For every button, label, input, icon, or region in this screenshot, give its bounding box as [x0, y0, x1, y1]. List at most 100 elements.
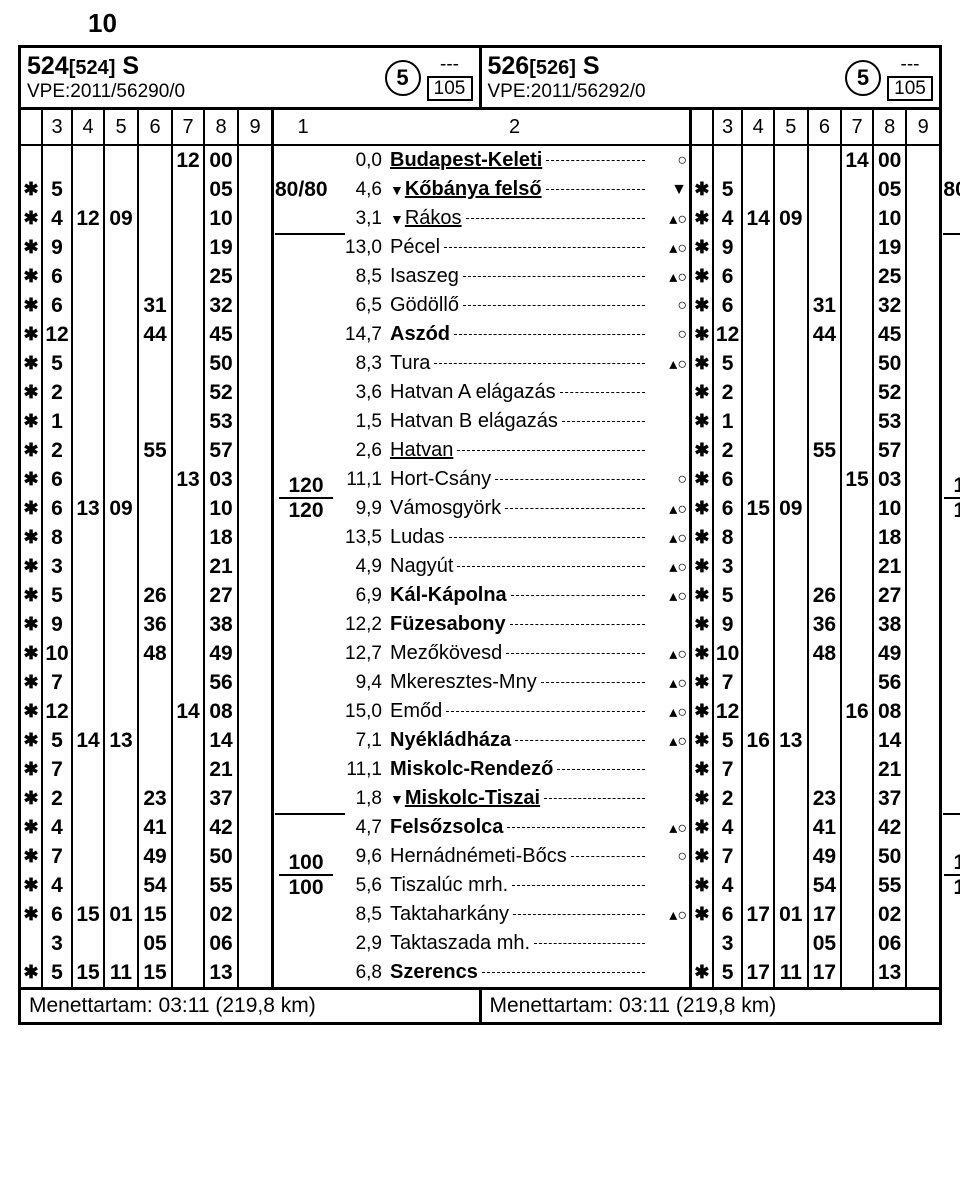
station-symbol: ▴○ — [649, 557, 689, 577]
time-cell: 4 — [43, 204, 71, 233]
col-head: 8 — [874, 110, 906, 146]
asterisk: ✱ — [692, 378, 712, 407]
time-cell: 3 — [714, 552, 742, 581]
station-row: 4,9Nagyút▴○ — [274, 552, 689, 581]
station-row: 7,1Nyékládháza▴○ — [274, 726, 689, 755]
asterisk: ✱ — [21, 726, 41, 755]
station-row: 3,6Hatvan A elágazás — [274, 378, 689, 407]
speed-annot: 120120 — [944, 474, 960, 522]
time-cell: 13 — [173, 465, 203, 494]
time-cell: 7 — [43, 668, 71, 697]
time-cell: 02 — [205, 900, 237, 929]
station-row: 6,5Gödöllő○ — [274, 291, 689, 320]
station-name: Mezőkövesd — [388, 642, 649, 665]
time-cell: 14 — [205, 726, 237, 755]
station-row: 3,1▼Rákos▴○ — [274, 204, 689, 233]
time-cell: 45 — [874, 320, 906, 349]
time-cell: 3 — [714, 929, 742, 958]
time-cell: 23 — [139, 784, 171, 813]
asterisk: ✱ — [692, 494, 712, 523]
page-number: 10 — [88, 8, 942, 39]
time-cell: 05 — [205, 175, 237, 204]
station-symbol: ▴○ — [649, 209, 689, 229]
station-name: Hernádnémeti-Bőcs — [388, 845, 649, 868]
km-cell: 3,1 — [332, 208, 388, 230]
station-name: ▼Kőbánya felső — [388, 178, 649, 201]
time-cell: 7 — [43, 842, 71, 871]
side-right: ✱✱✱✱✱✱✱✱✱✱✱✱✱✱✱✱✱✱✱✱✱✱✱✱✱✱✱3549661252126… — [689, 110, 939, 987]
time-cell: 32 — [205, 291, 237, 320]
asterisk: ✱ — [21, 204, 41, 233]
asterisk: ✱ — [21, 349, 41, 378]
asterisk: ✱ — [21, 378, 41, 407]
center-head-2: 2 — [338, 110, 689, 144]
time-cell: 2 — [714, 378, 742, 407]
station-name: Tiszalúc mrh. — [388, 874, 649, 897]
station-symbol: ○ — [649, 471, 689, 489]
time-cell: 26 — [139, 581, 171, 610]
time-cell: 02 — [874, 900, 906, 929]
footer-right: Menettartam: 03:11 (219,8 km) — [479, 990, 940, 1022]
station-name: Gödöllő — [388, 294, 649, 317]
time-cell: 9 — [714, 233, 742, 262]
time-cell: 9 — [43, 233, 71, 262]
time-cell: 23 — [809, 784, 841, 813]
time-cell: 16 — [842, 697, 872, 726]
station-row: 8,5Taktaharkány▴○ — [274, 900, 689, 929]
asterisk: ✱ — [692, 581, 712, 610]
time-cell: 4 — [714, 871, 742, 900]
station-symbol: ▴○ — [649, 702, 689, 722]
center: 1 2 0,0Budapest-Keleti○4,6▼Kőbánya felső… — [271, 110, 689, 987]
time-cell: 5 — [43, 726, 71, 755]
time-cell: 14 — [73, 726, 103, 755]
station-symbol: ○ — [649, 297, 689, 315]
station-name: Emőd — [388, 700, 649, 723]
asterisk: ✱ — [692, 291, 712, 320]
time-cell: 2 — [43, 784, 71, 813]
km-cell: 6,9 — [332, 585, 388, 607]
station-name: Vámosgyörk — [388, 497, 649, 520]
station-row: 9,6Hernádnémeti-Bőcs○ — [274, 842, 689, 871]
station-row: 5,6Tiszalúc mrh. — [274, 871, 689, 900]
time-cell: 42 — [874, 813, 906, 842]
header-right: 526[526] S VPE:2011/56292/0 5 --- 105 — [479, 48, 940, 107]
time-cell: 05 — [874, 175, 906, 204]
station-name: Nagyút — [388, 555, 649, 578]
time-cell: 17 — [743, 958, 773, 987]
time-cell: 6 — [714, 465, 742, 494]
time-cell: 08 — [205, 697, 237, 726]
time-cell: 19 — [205, 233, 237, 262]
station-row: 9,9Vámosgyörk▴○ — [274, 494, 689, 523]
time-cell: 5 — [714, 958, 742, 987]
time-cell: 31 — [809, 291, 841, 320]
vpe: VPE:2011/56292/0 — [488, 81, 840, 103]
station-symbol: ▼ — [649, 181, 689, 199]
time-cell: 21 — [205, 552, 237, 581]
station-symbol: ○ — [649, 848, 689, 866]
km-cell: 4,6 — [332, 179, 388, 201]
col-head: 6 — [809, 110, 841, 146]
time-cell: 4 — [43, 813, 71, 842]
station-row: 4,6▼Kőbánya felső▼ — [274, 175, 689, 204]
time-cell: 2 — [714, 784, 742, 813]
time-cell: 13 — [73, 494, 103, 523]
station-name: Tura — [388, 352, 649, 375]
station-row: 2,6Hatvan — [274, 436, 689, 465]
time-cell: 15 — [73, 958, 103, 987]
time-cell: 3 — [43, 929, 71, 958]
km-cell: 6,5 — [332, 295, 388, 317]
asterisk: ✱ — [692, 871, 712, 900]
header-left: 524[524] S VPE:2011/56290/0 5 --- 105 — [21, 48, 479, 107]
time-cell: 1 — [714, 407, 742, 436]
time-cell: 12 — [173, 146, 203, 175]
asterisk: ✱ — [21, 871, 41, 900]
time-cell: 09 — [775, 494, 807, 523]
station-symbol: ○ — [649, 152, 689, 170]
time-cell: 05 — [809, 929, 841, 958]
time-cell: 26 — [809, 581, 841, 610]
asterisk: ✱ — [692, 610, 712, 639]
time-cell: 12 — [714, 320, 742, 349]
time-cell: 42 — [205, 813, 237, 842]
station-name: Taktaharkány — [388, 903, 649, 926]
asterisk: ✱ — [21, 494, 41, 523]
